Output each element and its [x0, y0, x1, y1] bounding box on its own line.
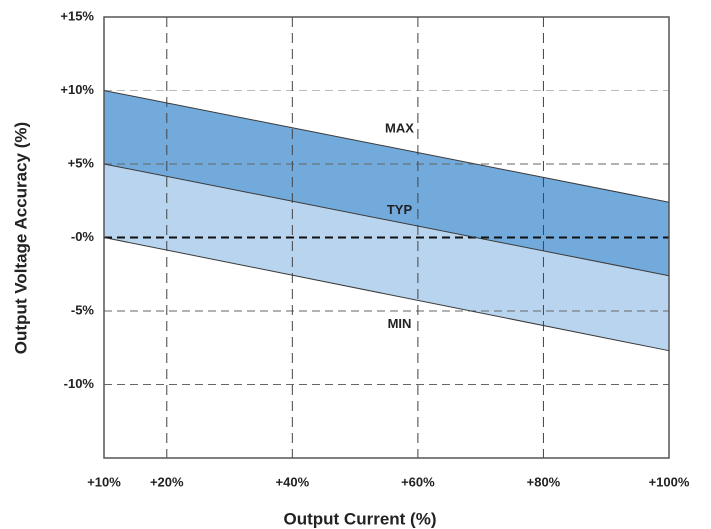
y-tick-label: +10%: [60, 82, 94, 97]
y-tick-label: -0%: [71, 229, 95, 244]
band-area: [104, 90, 669, 276]
x-tick-label: +80%: [527, 474, 561, 489]
series-label: TYP: [387, 202, 413, 217]
series-label: MIN: [388, 316, 412, 331]
x-axis-label: Output Current (%): [284, 509, 437, 528]
x-tick-label: +20%: [150, 474, 184, 489]
y-tick-label: -5%: [71, 302, 95, 317]
x-tick-label: +10%: [87, 474, 121, 489]
y-tick-label: +15%: [60, 8, 94, 23]
series-label: MAX: [385, 120, 414, 135]
x-tick-label: +60%: [401, 474, 435, 489]
y-axis-label: Output Voltage Accuracy (%): [11, 122, 30, 354]
x-tick-label: +100%: [649, 474, 690, 489]
y-tick-label: +5%: [68, 155, 95, 170]
series-line: [103, 237, 670, 352]
band-area: [104, 164, 669, 351]
x-tick-label: +40%: [276, 474, 310, 489]
y-tick-label: -10%: [64, 376, 95, 391]
series-line: [103, 90, 670, 203]
series-line: [103, 163, 670, 277]
